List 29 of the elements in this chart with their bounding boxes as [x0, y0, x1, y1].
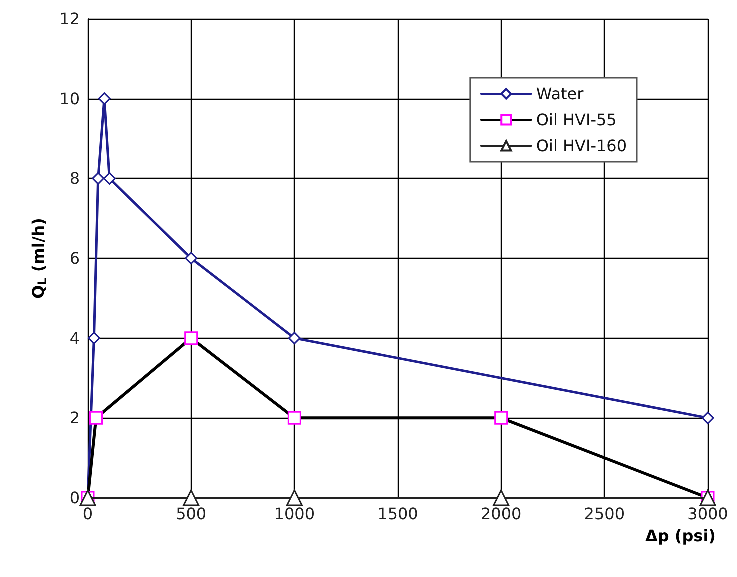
y-tick-label: 0 [70, 488, 80, 508]
x-tick-label: 0 [82, 504, 94, 524]
legend-label: Oil HVI-55 [536, 110, 617, 130]
x-tick-label: 1000 [274, 504, 316, 524]
point [288, 332, 301, 345]
x-tick-label: 1500 [378, 504, 418, 524]
point [702, 412, 714, 424]
y-tick-label: 2 [70, 408, 80, 428]
y-axis-title: QL (ml/h) [29, 218, 50, 299]
x-tick-label: 2000 [480, 504, 522, 524]
x-axis-title: Δp (psi) [646, 526, 716, 546]
point [103, 172, 116, 185]
point [88, 332, 100, 345]
point [286, 490, 303, 506]
y-tick-label: 8 [70, 169, 80, 188]
legend-label: Water [536, 84, 584, 104]
y-tick-label: 10 [60, 89, 80, 108]
y-tick-label: 12 [60, 10, 80, 28]
x-tick-label: 500 [176, 504, 207, 524]
point [185, 252, 198, 265]
legend-label: Oil HVI-160 [536, 136, 627, 156]
x-tick-label: 3000 [688, 504, 728, 524]
point [92, 172, 105, 185]
point [98, 92, 111, 106]
point [493, 490, 510, 506]
y-tick-label: 6 [70, 249, 80, 268]
x-tick-label: 2500 [584, 504, 626, 524]
y-tick-label: 4 [70, 328, 80, 348]
point [183, 490, 200, 506]
